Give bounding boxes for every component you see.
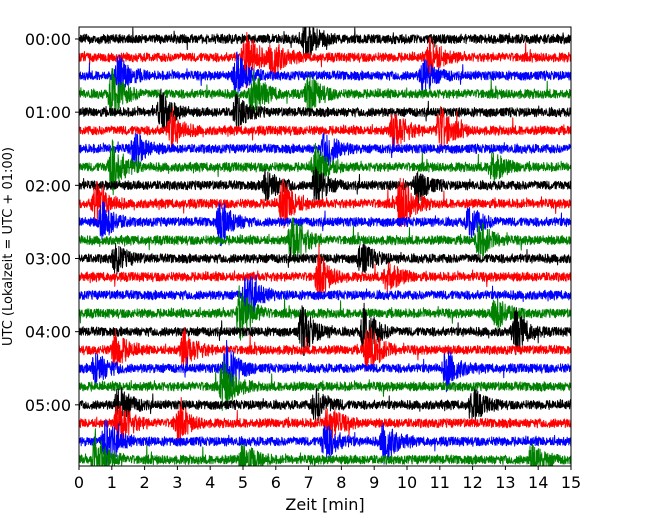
y-tick-label: 03:00 [25,250,71,269]
trace-0515 [79,397,571,445]
x-tick-label: 3 [172,473,182,492]
x-tick-label: 5 [238,473,248,492]
trace-0245 [79,217,571,264]
trace-0300 [79,242,571,275]
y-tick-label: 01:00 [25,103,71,122]
trace-0415 [79,327,571,372]
trace-0115 [79,106,571,152]
x-tick-label: 14 [528,473,548,492]
trace-0145 [79,139,571,196]
x-tick-label: 15 [561,473,581,492]
x-tick-label: 10 [397,473,417,492]
x-tick-label: 1 [107,473,117,492]
trace-0530 [79,419,571,466]
trace-0215 [79,177,571,229]
x-tick-label: 2 [140,473,150,492]
trace-0315 [79,243,571,297]
x-tick-label: 7 [304,473,314,492]
trace-0445 [79,360,571,411]
y-tick-label: 04:00 [25,323,71,342]
trace-0230 [79,201,571,247]
x-tick-label: 6 [271,473,281,492]
trace-0130 [79,132,571,172]
trace-0330 [79,274,571,320]
x-tick-label: 8 [336,473,346,492]
x-tick-label: 12 [462,473,482,492]
trace-0200 [79,166,571,205]
trace-0030 [79,51,571,98]
trace-0100 [79,88,571,133]
trace-0400 [79,302,571,356]
plot-frame [78,26,572,467]
y-tick-label: 02:00 [25,176,71,195]
trace-0545 [79,428,571,466]
x-tick-label: 9 [369,473,379,492]
x-tick-label: 13 [495,473,515,492]
x-axis: 0 1 2 3 4 5 6 7 8 9 10 11 12 13 14 15 [74,466,581,492]
x-axis-label: Zeit [min] [285,495,364,514]
trace-0015 [79,32,571,89]
trace-0345 [79,285,571,341]
x-tick-label: 4 [205,473,215,492]
y-tick-label: 05:00 [25,396,71,415]
trace-0430 [79,339,571,393]
plot-area [79,27,571,466]
trace-0500 [79,387,571,426]
y-axis-label: UTC (Lokalzeit = UTC + 01:00) [1,147,16,346]
x-tick-label: 11 [430,473,450,492]
y-tick-label: 00:00 [25,30,71,49]
x-tick-label: 0 [74,473,84,492]
trace-0000 [79,27,571,62]
y-axis: 00:00 01:00 02:00 03:00 04:00 05:00 [25,30,79,415]
